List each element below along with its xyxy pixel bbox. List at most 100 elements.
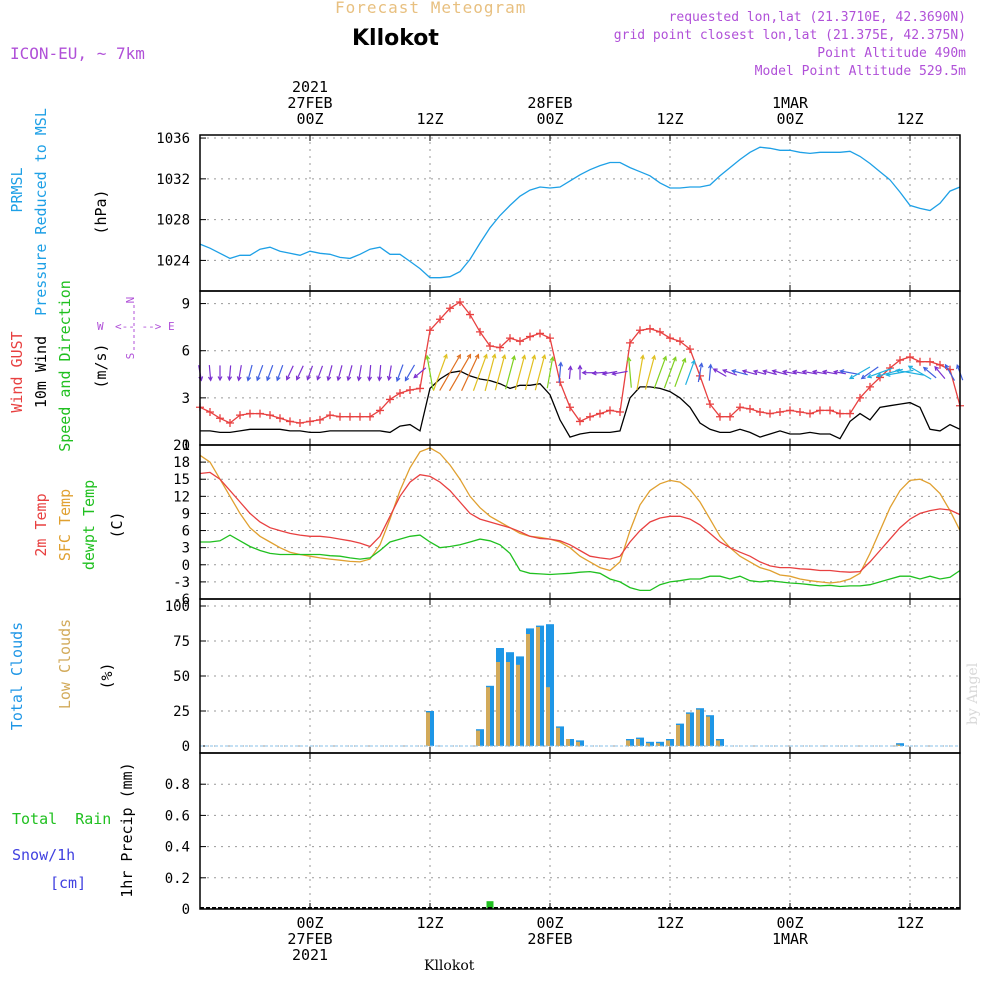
wind-arrow-head xyxy=(731,369,737,374)
gust-marker xyxy=(666,334,674,343)
x-tick-label-top: 28FEB xyxy=(527,94,572,112)
wind-arrow-head xyxy=(895,368,901,374)
x-tick-label-top: 27FEB xyxy=(287,94,332,112)
wind-arrow xyxy=(546,357,554,389)
total-cloud-bar xyxy=(546,624,554,746)
wind-arrow xyxy=(404,364,416,381)
compass-w: W xyxy=(97,320,104,333)
gust-marker xyxy=(596,409,604,418)
y-tick-label: 0.2 xyxy=(165,871,190,887)
y-tick-label: -3 xyxy=(173,575,190,591)
requested-coords: requested lon,lat (21.3710E, 42.3690N) xyxy=(668,10,966,25)
wind-arrow-head xyxy=(227,376,233,382)
gust-marker xyxy=(316,415,324,424)
gust-marker xyxy=(346,412,354,421)
wind-arrow xyxy=(849,366,871,379)
wind-arrow-head xyxy=(443,353,448,359)
gust-marker xyxy=(916,357,924,366)
wind-arrow-head xyxy=(672,356,677,362)
gust-marker xyxy=(576,417,584,426)
gust-marker xyxy=(296,419,304,427)
wind-arrow xyxy=(524,355,536,391)
wind-arrow-head xyxy=(781,369,788,375)
y-tick-label: 75 xyxy=(173,634,190,650)
low-cloud-bar xyxy=(546,687,550,746)
wind-arrow xyxy=(256,364,264,381)
wind-arrow xyxy=(722,369,738,376)
gust-marker xyxy=(676,337,684,346)
wind-dir-label: Speed and Direction xyxy=(56,280,74,452)
wind-arrow-head xyxy=(295,375,301,381)
wind-arrow xyxy=(674,358,686,388)
y-tick-label: 0 xyxy=(182,902,190,918)
y-tick-label: 50 xyxy=(173,669,190,685)
wind-arrow xyxy=(413,367,427,379)
y-tick-label: 3 xyxy=(182,541,190,557)
wind-arrow xyxy=(426,355,434,390)
wind-arrow xyxy=(388,365,392,381)
wind-arrow xyxy=(286,365,294,380)
wind-arrow xyxy=(823,370,837,375)
wind-arrow-head xyxy=(866,373,872,379)
x-tick-label-top: 00Z xyxy=(776,110,803,128)
gust-marker xyxy=(306,417,314,426)
gust-marker xyxy=(376,406,384,415)
gust-marker xyxy=(406,386,414,394)
wind-arrow-head xyxy=(601,371,607,376)
gust-marker xyxy=(836,409,844,418)
gust-marker xyxy=(716,412,724,421)
wind-arrow-head xyxy=(395,376,401,383)
wind-arrow xyxy=(461,354,479,392)
gust-marker xyxy=(886,364,894,372)
low-cloud-bar xyxy=(896,744,900,746)
wind-arrow xyxy=(534,355,546,391)
gust-marker xyxy=(566,403,574,412)
wind-arrow-head xyxy=(907,365,913,370)
gust-marker xyxy=(536,329,544,338)
gust-marker xyxy=(256,409,264,418)
low-cloud-bar xyxy=(646,743,650,746)
wind-arrow-head xyxy=(217,376,223,382)
wind-arrow xyxy=(472,354,488,391)
gust-marker xyxy=(626,338,634,347)
wind-arrow-head xyxy=(944,363,950,369)
temp2m-label: 2m Temp xyxy=(32,493,50,556)
wind-arrow-head xyxy=(662,355,668,361)
wind-arrow xyxy=(636,355,644,391)
gust-marker xyxy=(866,382,874,391)
low-cloud-bar xyxy=(506,662,510,746)
gust-marker xyxy=(786,406,794,415)
wind-arrow-head xyxy=(681,357,687,363)
total-clouds-label: Total Clouds xyxy=(8,622,26,730)
y-tick-label: 1028 xyxy=(156,213,190,229)
wind-arrow-head xyxy=(922,366,928,372)
panel-frame xyxy=(199,444,961,600)
point-altitude: Point Altitude 490m xyxy=(817,46,966,61)
wind-arrow xyxy=(763,370,777,376)
wind-arrow-head xyxy=(256,376,261,382)
gust-marker xyxy=(816,406,824,415)
wind-arrow-head xyxy=(483,353,488,359)
y-tick-label: 100 xyxy=(165,599,190,615)
gust-marker xyxy=(926,357,934,366)
gust-marker xyxy=(326,411,334,420)
low-cloud-bar xyxy=(496,662,500,746)
gust-marker xyxy=(456,298,464,306)
compass-e: E xyxy=(168,320,175,333)
gust-marker xyxy=(416,384,424,393)
wind-arrow xyxy=(276,364,284,381)
wind-arrow xyxy=(484,354,496,392)
gust-marker xyxy=(736,403,744,412)
wind-arrow xyxy=(378,365,382,381)
gust-marker xyxy=(906,353,914,361)
wind-arrow-head xyxy=(741,369,747,375)
wind-arrow xyxy=(742,370,758,376)
y-tick-label: -6 xyxy=(173,592,190,608)
gust-marker xyxy=(796,408,804,416)
gust-marker xyxy=(616,408,624,416)
wind-arrow-head xyxy=(356,376,362,382)
wind-arrow-head xyxy=(577,364,583,370)
y-tick-label: 1024 xyxy=(156,253,190,269)
panel-frame xyxy=(199,752,961,910)
gust-marker xyxy=(776,408,784,416)
